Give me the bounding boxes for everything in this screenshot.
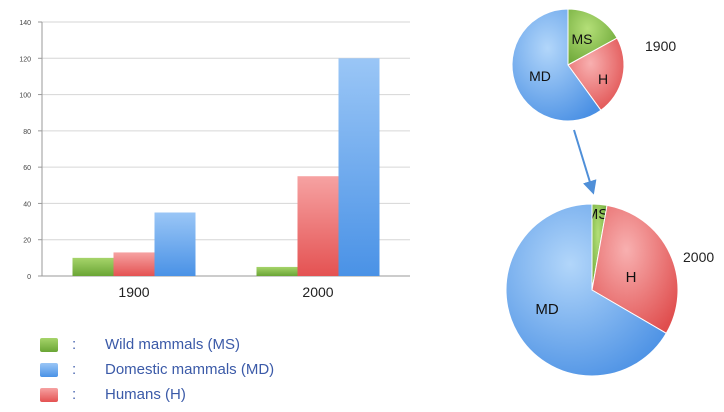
y-tick-label: 60 <box>23 165 31 172</box>
bar-domestic-2000 <box>338 58 380 277</box>
x-tick-label: 1900 <box>118 284 149 300</box>
transition-arrow <box>573 129 597 195</box>
pie-slice-label: MD <box>529 68 551 84</box>
pie-year-label: 1900 <box>645 38 676 54</box>
pie-1900-slice-wild <box>567 8 618 66</box>
pie-2000-slice-humans <box>591 204 679 334</box>
bar-wild-2000 <box>256 266 298 276</box>
y-tick-label: 20 <box>23 238 31 245</box>
legend-swatch-domestic <box>40 363 58 377</box>
x-tick-label: 2000 <box>302 284 333 300</box>
y-tick-label: 0 <box>27 274 31 281</box>
bar-humans-1900 <box>113 252 155 276</box>
bar-domestic-1900 <box>154 212 196 276</box>
legend-swatch-wild <box>40 338 58 352</box>
bar-chart: 0 20 40 60 80 100 120 140 1900 2000 <box>19 20 410 300</box>
legend-label-domestic: Domestic mammals (MD) <box>105 361 275 378</box>
pie-2000-slice-domestic <box>505 203 667 377</box>
pie-slice-label: MS <box>572 31 593 47</box>
pie-slice-label: H <box>626 269 637 286</box>
legend-label-humans: Humans (H) <box>105 386 186 403</box>
pie-slice-label: H <box>598 71 608 87</box>
pie-1900-slice-humans <box>567 37 625 112</box>
y-tick-label: 40 <box>23 201 31 208</box>
y-tick-label: 120 <box>19 56 31 63</box>
y-tick-label: 140 <box>19 20 31 27</box>
legend-colon: : <box>72 386 77 403</box>
pie-year-label: 2000 <box>683 249 714 265</box>
pie-1900-slice-domestic <box>511 8 602 122</box>
legend-colon: : <box>72 336 77 353</box>
bar-humans-2000 <box>297 176 339 276</box>
pie-slice-label: MD <box>535 301 558 318</box>
y-tick-label: 100 <box>19 93 31 100</box>
y-tick-label: 80 <box>23 129 31 136</box>
legend-label-wild: Wild mammals (MS) <box>105 336 240 353</box>
legend-colon: : <box>72 361 77 378</box>
bar-wild-1900 <box>72 257 114 276</box>
legend-swatch-humans <box>40 388 58 402</box>
